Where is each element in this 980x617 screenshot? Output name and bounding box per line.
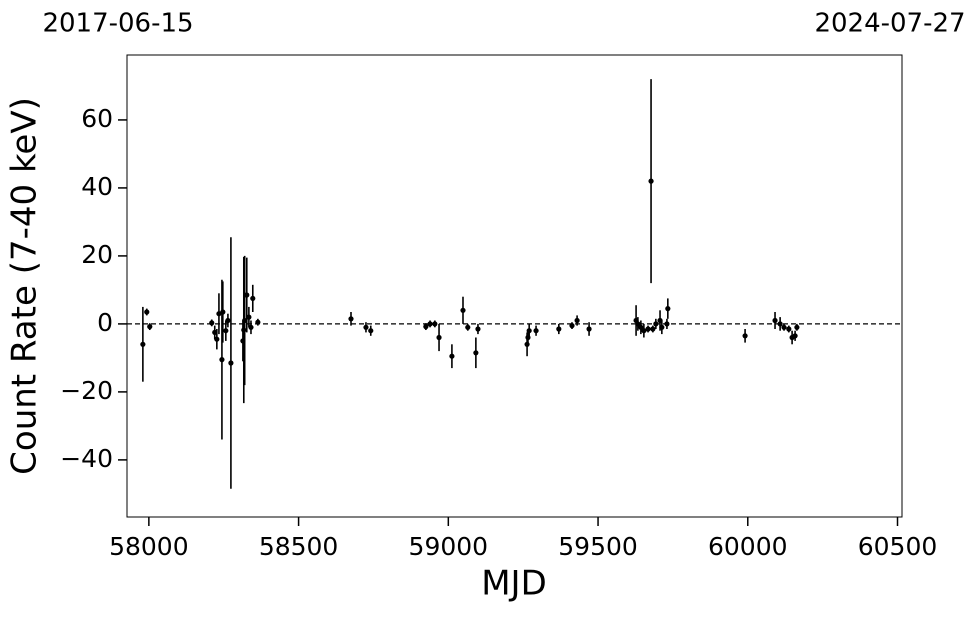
data-point (241, 327, 247, 333)
data-point (794, 324, 800, 330)
x-tick-label: 58500 (259, 532, 339, 561)
data-point (569, 323, 575, 329)
data-point (574, 317, 580, 324)
data-point (449, 353, 455, 359)
data-point (475, 326, 481, 332)
data-point (664, 321, 670, 327)
data-point (653, 321, 659, 327)
x-tick-label: 60000 (708, 532, 788, 561)
y-axis-label: Count Rate (7-40 keV) (5, 97, 45, 475)
data-point (244, 292, 250, 298)
data-point (225, 317, 231, 324)
data-point (214, 336, 220, 342)
data-point (533, 328, 539, 334)
data-point (465, 324, 471, 330)
data-point (144, 309, 150, 315)
data-point (586, 326, 592, 332)
data-point (220, 309, 226, 315)
data-point (638, 324, 644, 330)
data-point (223, 328, 229, 334)
data-point (473, 350, 479, 356)
data-point (641, 328, 647, 334)
data-point (228, 360, 234, 366)
y-tick-label: −20 (60, 376, 113, 405)
data-point (524, 341, 530, 347)
y-tick-label: 40 (81, 172, 113, 201)
data-point (650, 326, 656, 332)
data-point (436, 334, 442, 341)
x-tick-label: 58000 (109, 532, 189, 561)
data-point (648, 178, 654, 184)
top-start-label: 2017-06-15 (42, 9, 193, 39)
y-tick-label: 0 (97, 308, 113, 337)
data-point (635, 321, 641, 327)
y-tick-label: −40 (60, 444, 113, 473)
data-point (209, 320, 215, 326)
top-end-label: 2024-07-27 (814, 9, 965, 39)
data-point (363, 324, 369, 330)
data-point (460, 307, 466, 313)
data-point (781, 324, 787, 330)
y-tick-label: 60 (81, 104, 113, 133)
x-tick-label: 60500 (858, 532, 938, 561)
data-point (255, 319, 261, 325)
data-point (140, 341, 146, 347)
data-point (786, 326, 792, 332)
data-point (248, 324, 254, 330)
data-point (432, 321, 438, 327)
data-point (645, 326, 651, 332)
data-point (659, 324, 665, 330)
plot-frame (126, 54, 903, 518)
x-tick-label: 59000 (409, 532, 489, 561)
data-point (427, 321, 433, 327)
data-point (147, 324, 153, 330)
x-axis-label: MJD (481, 564, 547, 604)
data-point (777, 321, 783, 327)
data-point (792, 333, 798, 339)
x-tick-label: 59500 (558, 532, 638, 561)
data-point (526, 328, 532, 334)
data-point (219, 357, 225, 363)
data-point (368, 328, 374, 334)
data-point (348, 316, 354, 322)
data-point (250, 295, 256, 302)
data-point (216, 311, 222, 317)
data-point (742, 333, 748, 339)
data-point (556, 326, 562, 332)
data-point (772, 317, 778, 324)
data-point (246, 314, 252, 320)
data-point (423, 324, 429, 330)
data-point (665, 306, 671, 312)
y-tick-label: 20 (81, 240, 113, 269)
